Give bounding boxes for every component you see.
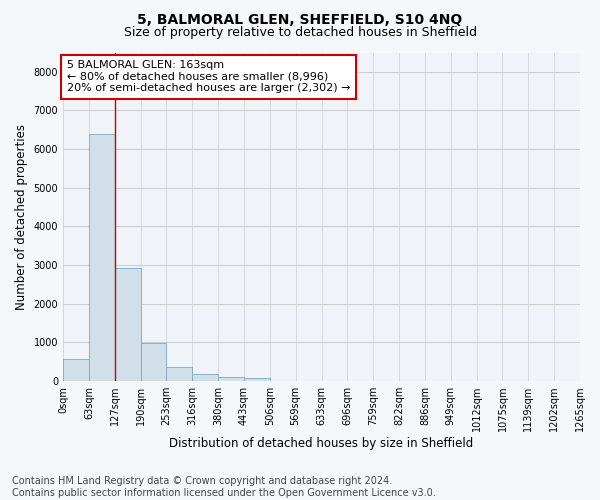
Bar [218,377,244,381]
Bar [63,359,89,381]
Bar [115,268,140,381]
Text: 5 BALMORAL GLEN: 163sqm
← 80% of detached houses are smaller (8,996)
20% of semi: 5 BALMORAL GLEN: 163sqm ← 80% of detache… [67,60,350,94]
Y-axis label: Number of detached properties: Number of detached properties [15,124,28,310]
Text: 5, BALMORAL GLEN, SHEFFIELD, S10 4NQ: 5, BALMORAL GLEN, SHEFFIELD, S10 4NQ [137,12,463,26]
X-axis label: Distribution of detached houses by size in Sheffield: Distribution of detached houses by size … [169,437,473,450]
Bar [89,134,115,381]
Text: Contains HM Land Registry data © Crown copyright and database right 2024.
Contai: Contains HM Land Registry data © Crown c… [12,476,436,498]
Text: Size of property relative to detached houses in Sheffield: Size of property relative to detached ho… [124,26,476,39]
Bar [166,367,192,381]
Bar [244,378,270,381]
Bar [192,374,218,381]
Bar [140,343,166,381]
